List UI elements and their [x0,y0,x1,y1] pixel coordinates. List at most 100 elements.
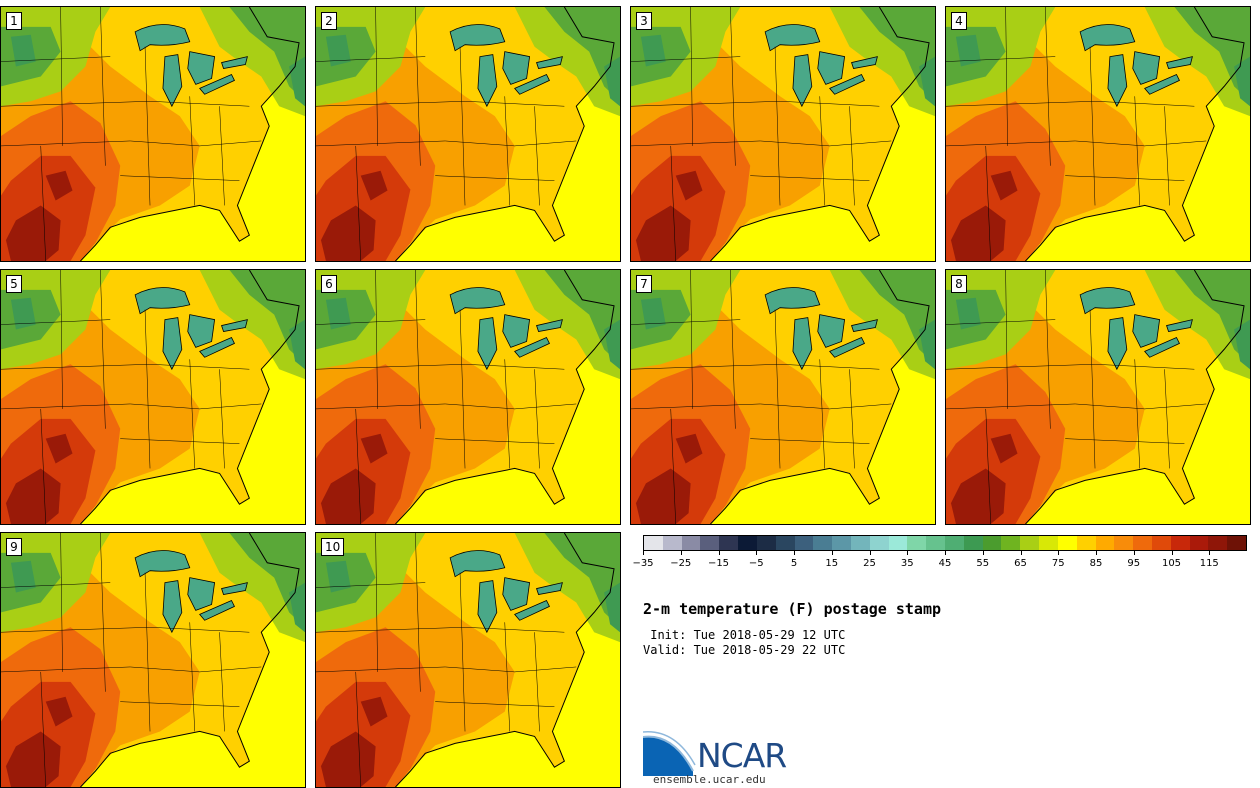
state-border [60,270,63,409]
colorbar-swatch [869,536,889,550]
state-border [316,364,466,370]
state-border [849,369,855,469]
state-border [631,101,781,107]
colorbar-tick [718,551,720,555]
state-border [120,438,240,444]
coastline [80,533,300,787]
state-border [1089,309,1096,469]
state-border [730,7,736,166]
member-panel-5: 5 [0,269,306,525]
state-border [1095,101,1195,107]
state-border [946,364,1096,370]
colder-zone [325,297,351,330]
init-time: Init: Tue 2018-05-29 12 UTC [643,628,846,642]
state-border [1134,359,1140,469]
colorbar-swatch [1076,536,1096,550]
state-border [316,319,426,325]
member-label: 4 [951,12,967,30]
state-border [631,319,741,325]
member-label: 8 [951,275,967,293]
colorbar-tick [794,551,795,555]
temperature-map [631,270,935,524]
colder-zone [640,297,666,330]
state-border [1065,175,1185,181]
colder-zone [325,34,351,67]
lake-ontario [536,56,563,69]
member-label: 9 [6,538,22,556]
state-border [435,438,555,444]
lake-michigan [162,54,183,108]
colorbar-swatch [888,536,908,550]
colorbar-tick-label: 5 [790,558,798,569]
state-border [459,572,466,732]
lake-ontario [851,56,878,69]
state-border [504,96,510,206]
colorbar-swatch [738,536,757,550]
lake-huron [817,51,846,85]
state-border [1,56,111,62]
colorbar-tick-label: 55 [976,558,990,569]
member-panel-4: 4 [945,6,1251,262]
state-border [946,101,1096,107]
colorbar-tick [869,551,871,555]
colorbar-tick [1020,551,1022,555]
state-border [819,359,825,469]
lake-huron [187,577,216,611]
colorbar-tick [1058,551,1060,555]
extreme-zone [360,433,388,464]
lake-huron [1132,51,1161,85]
colorbar-swatch [1208,536,1228,550]
state-border [150,364,250,370]
state-border [459,309,466,469]
state-border [415,533,421,692]
member-panel-1: 1 [0,6,306,262]
colorbar-tick-label: 75 [1051,558,1065,569]
state-border [355,671,361,787]
extreme-zone [5,468,61,524]
lake-ontario [536,319,563,332]
member-panel-9: 9 [0,532,306,788]
extreme-zone [675,170,703,201]
member-panel-6: 6 [315,269,621,525]
state-border [465,364,565,370]
state-border [219,369,225,469]
extreme-zone [45,170,73,201]
lake-erie [514,599,551,621]
extreme-zone [635,205,691,261]
colorbar-swatch [926,536,945,550]
extreme-zone [950,468,1006,524]
colder-zone [10,34,36,67]
state-border [1089,46,1096,206]
colorbar-swatch [1227,536,1246,550]
state-border [100,7,106,166]
state-border [670,408,676,524]
coastline [395,270,615,524]
coastline [395,7,615,261]
colder-zone [955,297,981,330]
temperature-map [316,533,620,787]
lake-michigan [162,317,183,371]
lake-huron [187,314,216,348]
member-label: 6 [321,275,337,293]
member-panel-7: 7 [630,269,936,525]
colorbar-swatch [719,536,739,550]
state-border [534,106,540,206]
state-border [1,627,151,633]
coastline [710,7,930,261]
colorbar-swatch [1151,536,1171,550]
colder-zone [10,297,36,330]
state-border [690,7,693,146]
colorbar-tick [982,551,984,555]
colorbar-tick [1133,551,1135,555]
state-border [1,101,151,107]
state-border [750,438,870,444]
colorbar-tick-label: −35 [632,558,654,569]
temperature-map [1,7,305,261]
state-border [1,403,262,410]
extreme-zone [635,468,691,524]
lake-erie [829,336,866,358]
state-border [435,175,555,181]
state-border [316,627,466,633]
state-border [1045,7,1051,166]
state-border [631,56,741,62]
